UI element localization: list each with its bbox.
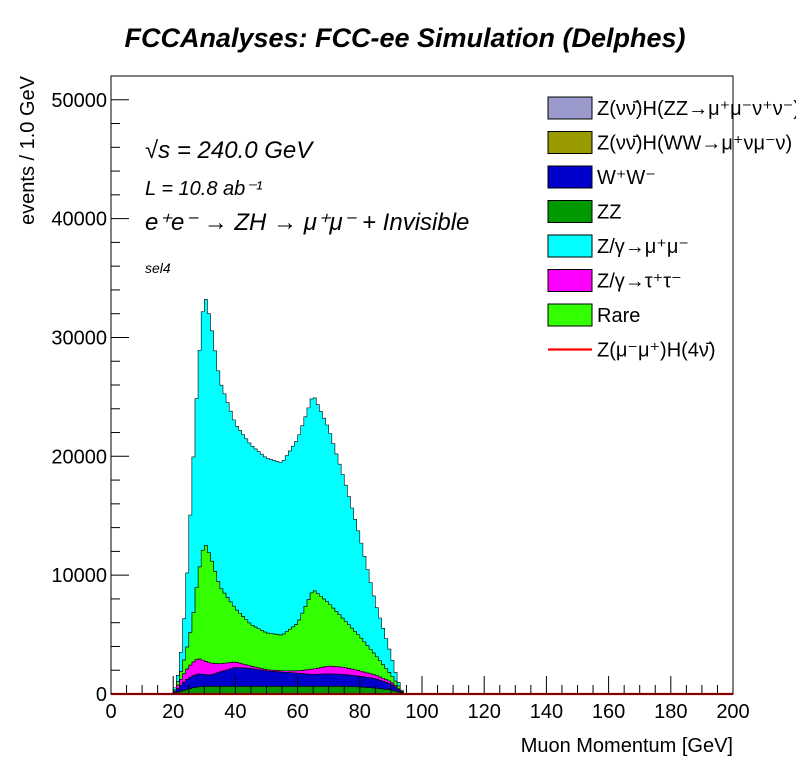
luminosity-annotation: L = 10.8 ab⁻¹ <box>145 178 263 200</box>
legend-label: Rare <box>597 305 640 327</box>
legend-item: Z(νν̄)H(WW→μ⁺νμ⁻ν) <box>547 131 792 155</box>
legend-label: Z/γ→τ⁺τ⁻ <box>597 271 682 293</box>
axes: 0 20 40 60 80 100 120 140 160 180 200 0 10000 20000 30… <box>51 75 750 723</box>
selection-annotation: sel4 <box>145 260 171 276</box>
x-tick-label: 180 <box>654 701 687 723</box>
legend-swatch <box>547 200 593 223</box>
legend-swatch <box>547 96 593 120</box>
legend-item: Z(νν̄)H(ZZ→μ⁺μ⁻ν⁺ν⁻) <box>547 96 796 120</box>
legend-swatch <box>547 165 593 189</box>
legend-item: Z/γ→τ⁺τ⁻ <box>547 269 682 293</box>
legend-item: Z/γ→μ⁺μ⁻ <box>547 234 689 258</box>
x-tick-label: 120 <box>468 701 501 723</box>
series-area-Z/γ→μ⁺μ⁻ <box>111 299 733 695</box>
x-tick-label: 160 <box>592 701 625 723</box>
legend-label: Z/γ→μ⁺μ⁻ <box>597 236 689 258</box>
y-tick-label: 40000 <box>51 209 107 231</box>
legend-item: Z(μ⁻μ⁺)H(4ν̄) <box>548 340 716 362</box>
legend-label: Z(νν̄)H(WW→μ⁺νμ⁻ν) <box>597 133 792 155</box>
legend-label: ZZ <box>597 202 621 224</box>
sqrt-s-annotation: √s = 240.0 GeV <box>145 137 314 164</box>
legend-label: W⁺W⁻ <box>597 167 656 189</box>
x-tick-label: 80 <box>349 701 371 723</box>
x-axis-label: Muon Momentum [GeV] <box>521 735 733 757</box>
x-tick-label: 0 <box>105 701 116 723</box>
chart-title: FCCAnalyses: FCC-ee Simulation (Delphes) <box>124 23 685 53</box>
process-annotation: e⁺e⁻ → ZH → μ⁺μ⁻ + Invisible <box>145 209 469 236</box>
legend-swatch <box>547 234 593 258</box>
x-tick-label: 40 <box>224 701 246 723</box>
legend: Z(νν̄)H(ZZ→μ⁺μ⁻ν⁺ν⁻) Z(νν̄)H(WW→μ⁺νμ⁻ν) W⁺… <box>547 96 796 362</box>
y-axis-label: events / 1.0 GeV <box>17 75 39 225</box>
legend-item: ZZ <box>547 200 621 224</box>
x-tick-label: 60 <box>286 701 308 723</box>
legend-swatch <box>547 269 593 292</box>
y-tick-label: 30000 <box>51 327 107 349</box>
legend-item: Rare <box>547 303 640 327</box>
x-tick-label: 100 <box>405 701 438 723</box>
y-tick-label: 20000 <box>51 446 107 468</box>
legend-label: Z(μ⁻μ⁺)H(4ν̄) <box>597 340 716 362</box>
x-tick-label: 140 <box>530 701 563 723</box>
x-tick-label: 20 <box>162 701 184 723</box>
legend-swatch <box>547 131 593 154</box>
y-tick-label: 10000 <box>51 565 107 587</box>
x-tick-label: 200 <box>716 701 749 723</box>
legend-swatch <box>547 303 593 327</box>
legend-item: W⁺W⁻ <box>547 165 656 189</box>
y-tick-label: 0 <box>96 684 107 706</box>
y-tick-label: 50000 <box>51 90 107 112</box>
legend-label: Z(νν̄)H(ZZ→μ⁺μ⁻ν⁺ν⁻) <box>597 98 796 120</box>
